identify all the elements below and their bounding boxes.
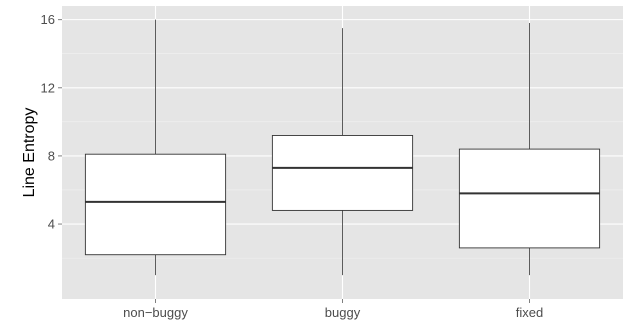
box-iqr xyxy=(271,135,414,211)
box-iqr xyxy=(84,153,227,256)
y-axis-title: Line Entropy xyxy=(21,108,38,198)
boxes xyxy=(84,19,601,276)
x-tick-label: fixed xyxy=(516,305,543,320)
box-0 xyxy=(84,19,227,276)
y-tick-label: 8 xyxy=(48,148,55,163)
box-iqr xyxy=(458,148,601,249)
y-tick-label: 12 xyxy=(41,80,55,95)
x-tick-label: buggy xyxy=(325,305,361,320)
y-axis: 4 8 12 16 xyxy=(41,12,62,232)
box-2 xyxy=(458,23,601,276)
y-tick-label: 4 xyxy=(48,217,55,232)
x-axis: non−buggy buggy fixed xyxy=(123,299,543,320)
x-tick-label: non−buggy xyxy=(123,305,188,320)
box-1 xyxy=(271,28,414,276)
y-tick-label: 16 xyxy=(41,12,55,27)
